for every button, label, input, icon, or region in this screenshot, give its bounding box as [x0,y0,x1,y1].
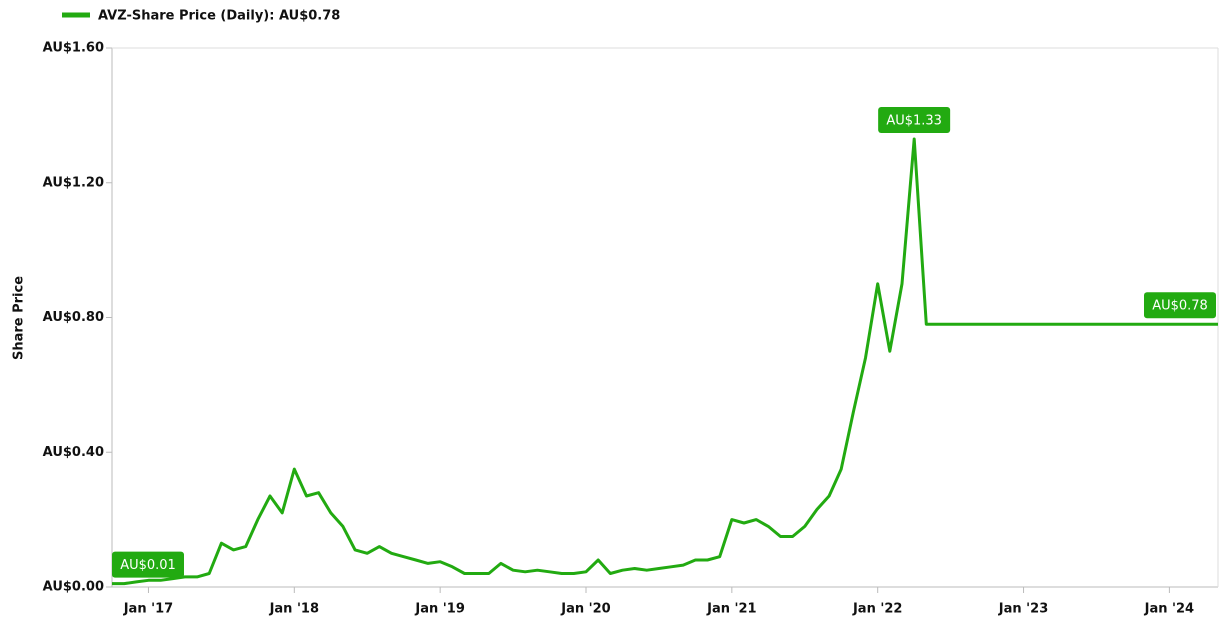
x-tick-label: Jan '24 [1144,602,1194,617]
legend-label: AVZ-Share Price (Daily): AU$0.78 [98,9,340,24]
y-tick-label: AU$0.00 [43,580,104,595]
x-tick-label: Jan '23 [998,602,1048,617]
y-axis-label: Share Price [12,276,27,360]
annotation-label: AU$0.01 [120,558,176,573]
x-tick-label: Jan '20 [560,602,610,617]
price-line [112,137,1218,586]
y-tick-label: AU$1.60 [43,41,104,56]
annotation-box [1144,292,1216,319]
annotation-label: AU$1.33 [886,113,942,128]
y-tick-label: AU$1.20 [43,175,104,190]
annotation-box [112,551,184,578]
x-tick-label: Jan '17 [123,602,173,617]
x-tick-label: Jan '19 [414,602,464,617]
annotation-label: AU$0.78 [1152,299,1208,314]
x-tick-label: Jan '18 [269,602,319,617]
x-tick-label: Jan '21 [706,602,756,617]
x-tick-label: Jan '22 [852,602,902,617]
y-tick-label: AU$0.80 [43,310,104,325]
annotation-box [878,106,951,133]
y-tick-label: AU$0.40 [43,445,104,460]
